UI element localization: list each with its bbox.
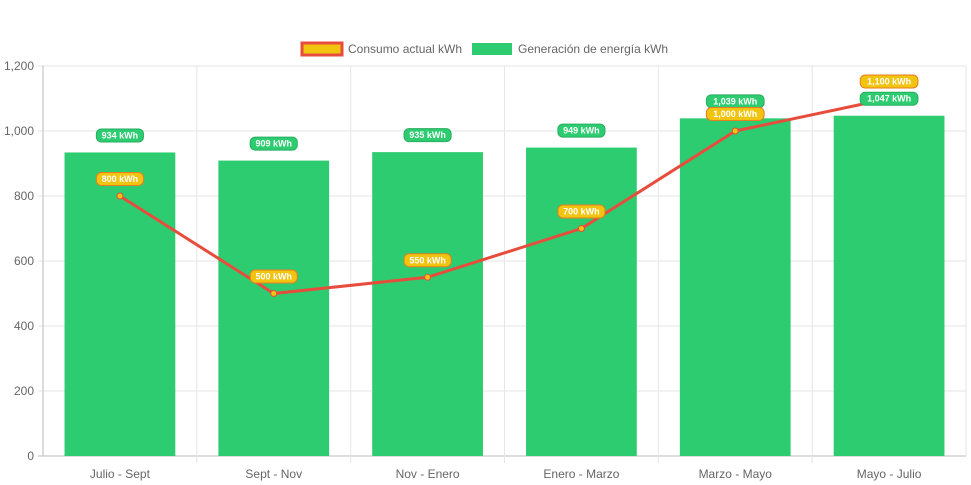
y-tick-label: 800 (14, 189, 34, 203)
bar (526, 147, 637, 456)
y-axis: 0 200 400 600 800 1,000 1,200 (4, 59, 34, 463)
y-tick-label: 400 (14, 319, 34, 333)
y-tick-label: 600 (14, 254, 34, 268)
line-value-label-background (705, 107, 765, 121)
bar (833, 115, 945, 456)
data-labels: 934 kWh 909 kWh 935 kWh 949 kWh 1,039 kWh 1,0… (95, 74, 919, 284)
bar-value-label: 1,039 kWh (713, 96, 757, 106)
legend-item-consumo[interactable]: Consumo actual kWh (300, 41, 462, 57)
consumption-line (119, 97, 890, 295)
legend-label-generacion: Generación de energía kWh (518, 42, 668, 56)
bar-value-label: 934 kWh (102, 130, 139, 140)
bar (218, 160, 330, 456)
line-value-label-background (95, 172, 144, 186)
y-tick-label: 0 (27, 449, 34, 463)
line-point (270, 290, 278, 297)
line-value-label: 1,000 kWh (713, 109, 757, 119)
line-point (424, 273, 432, 281)
line-value-label: 550 kWh (409, 255, 446, 265)
bar-value-label: 1,047 kWh (867, 94, 911, 104)
line-value-label: 1,100 kWh (867, 77, 911, 87)
legend-item-generacion[interactable]: Generación de energía kWh (472, 42, 668, 56)
x-tick-label: Julio - Sept (90, 467, 151, 481)
grid (38, 65, 967, 463)
bar-value-label-background (403, 128, 452, 143)
line-point (116, 192, 124, 200)
legend-swatch-generacion (472, 43, 512, 55)
bar-value-label-background (557, 123, 606, 138)
line-value-label-background (859, 74, 919, 89)
line-point (731, 127, 739, 135)
line-value-label: 700 kWh (563, 207, 600, 217)
y-tick-label: 1,200 (4, 59, 34, 73)
bar-value-label-background (859, 91, 919, 106)
bar (64, 152, 176, 456)
x-tick-label: Marzo - Mayo (699, 467, 773, 481)
line-value-label: 800 kWh (102, 174, 139, 184)
y-tick-label: 200 (14, 384, 34, 398)
line-value-label: 500 kWh (255, 272, 292, 282)
legend: Consumo actual kWh Generación de energía… (300, 41, 668, 57)
x-tick-label: Mayo - Julio (857, 467, 922, 481)
x-tick-label: Enero - Marzo (543, 467, 619, 481)
legend-label-consumo: Consumo actual kWh (348, 42, 462, 56)
bar-series (64, 115, 945, 456)
bar-value-label: 949 kWh (563, 126, 600, 136)
line-value-label-background (403, 253, 452, 268)
y-tick-label: 1,000 (4, 124, 34, 138)
x-tick-label: Nov - Enero (396, 467, 460, 481)
x-tick-label: Sept - Nov (245, 467, 302, 481)
bar-value-label: 935 kWh (409, 130, 446, 140)
legend-swatch-consumo (300, 41, 344, 57)
x-axis: Julio - Sept Sept - Nov Nov - Enero Enero -… (90, 467, 922, 481)
line-value-label-background (249, 269, 298, 284)
bar-value-label: 909 kWh (255, 139, 292, 149)
line-value-label-background (557, 204, 606, 219)
bar-value-label-background (249, 136, 298, 151)
bar (679, 118, 791, 456)
bar-value-label-background (95, 128, 144, 143)
bar (372, 152, 483, 456)
line-point (577, 225, 585, 232)
